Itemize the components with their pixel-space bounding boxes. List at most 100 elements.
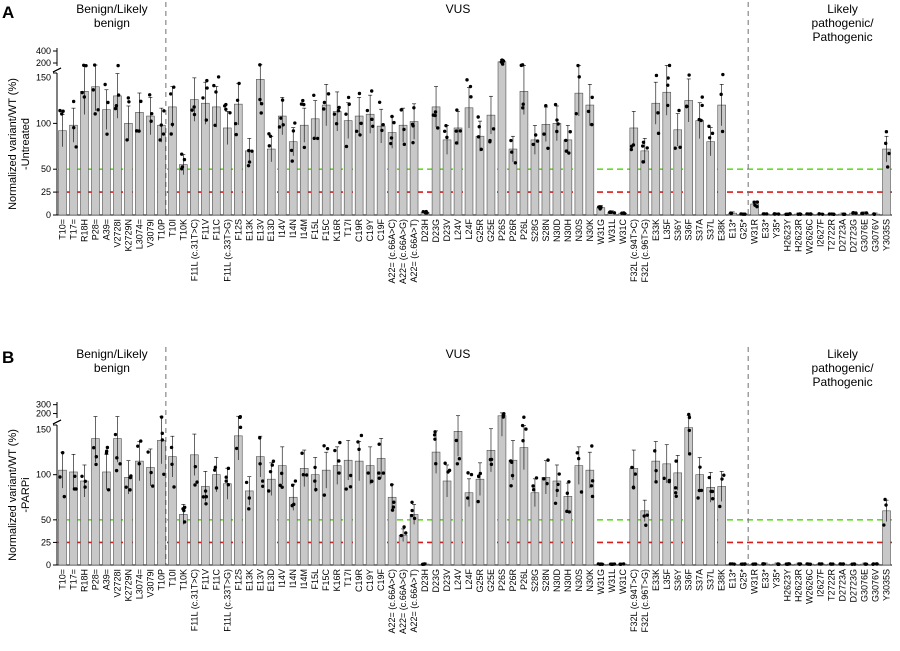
- x-tick-label: F32L (c.94T>C): [629, 569, 639, 632]
- data-point: [370, 117, 374, 122]
- data-point: [114, 468, 119, 473]
- x-tick-label: F11L (c.31T>C): [189, 569, 199, 631]
- data-point: [366, 471, 370, 475]
- x-tick-label: F12S: [233, 219, 243, 241]
- data-point: [710, 131, 715, 136]
- data-point: [476, 135, 481, 139]
- data-point: [887, 151, 891, 156]
- x-tick-label: G25R: [475, 219, 485, 243]
- x-tick-label: T10=: [57, 569, 67, 590]
- x-tick-label: N30H: [563, 569, 573, 592]
- x-tick-label: F15C: [321, 569, 331, 592]
- x-tick-label: E38K: [717, 219, 727, 241]
- data-point: [74, 487, 78, 491]
- data-point: [300, 451, 304, 455]
- data-point: [776, 562, 780, 567]
- data-point: [797, 562, 802, 566]
- data-point: [729, 211, 733, 216]
- data-point: [377, 100, 382, 105]
- data-point: [612, 211, 617, 215]
- x-tick-label: P26L: [519, 569, 529, 590]
- data-point: [180, 152, 184, 156]
- data-point: [371, 124, 375, 128]
- x-tick-label: L24V: [453, 569, 463, 590]
- data-point: [169, 445, 174, 450]
- data-point: [730, 562, 734, 566]
- data-point: [204, 118, 209, 122]
- data-point: [533, 133, 538, 137]
- x-tick-label: W2626C: [805, 568, 815, 604]
- data-point: [277, 125, 282, 129]
- data-point: [478, 471, 483, 476]
- x-tick-label: F11C: [211, 219, 221, 241]
- data-point: [192, 105, 196, 109]
- x-tick-label: F11L (c.33T>G): [222, 569, 232, 632]
- x-tick-label: C19R: [354, 569, 364, 593]
- x-tick-label: I14N: [288, 219, 298, 238]
- x-tick-label: C19R: [354, 219, 364, 243]
- y-tick-label: 50: [41, 164, 51, 174]
- data-point: [871, 562, 875, 566]
- x-tick-label: F11L (c.31T>C): [189, 219, 199, 281]
- data-point: [114, 104, 119, 108]
- data-point: [213, 468, 217, 472]
- data-point: [656, 131, 661, 136]
- classification-label: VUS: [446, 2, 471, 16]
- data-point: [433, 110, 438, 114]
- data-point: [590, 479, 595, 483]
- classification-label: Benign/Likely: [76, 2, 147, 16]
- x-tick-label: E33K: [651, 219, 661, 241]
- data-point: [477, 125, 481, 129]
- data-point: [125, 138, 129, 142]
- data-point: [94, 455, 99, 459]
- x-tick-label: S36F: [684, 569, 694, 591]
- data-point: [667, 63, 672, 68]
- x-tick-label: F11V: [200, 569, 210, 590]
- x-tick-label: A39=: [101, 569, 111, 590]
- data-point: [113, 432, 118, 437]
- data-point: [124, 485, 128, 489]
- data-point: [183, 505, 187, 510]
- data-point: [281, 123, 285, 127]
- data-point: [621, 562, 626, 566]
- classification-label: Pathogenic: [813, 30, 873, 44]
- data-point: [302, 145, 307, 150]
- x-tick-label: W31C: [618, 219, 628, 245]
- data-point: [753, 203, 757, 207]
- data-point: [466, 496, 470, 500]
- data-point: [445, 135, 449, 140]
- data-point: [233, 121, 238, 126]
- x-tick-label: V2728I: [112, 569, 122, 598]
- data-point: [436, 126, 440, 130]
- x-tick-label: T10I: [167, 219, 177, 237]
- x-tick-label: H2623Y: [783, 569, 793, 602]
- data-point: [151, 484, 155, 488]
- data-point: [212, 83, 216, 88]
- panel-letter: B: [2, 348, 14, 367]
- data-point: [687, 452, 692, 456]
- data-point: [290, 483, 295, 487]
- panel-b: B Normalized variant/WT (%)-PARPi 0 25 50 100…: [2, 347, 892, 634]
- x-tick-label: H2623Y: [783, 219, 793, 252]
- data-point: [169, 92, 173, 96]
- data-point: [270, 463, 274, 467]
- data-point: [553, 501, 558, 505]
- data-point: [326, 92, 331, 96]
- data-point: [313, 465, 317, 470]
- x-tick-label: E13*: [728, 219, 738, 239]
- x-tick-label: C19Y: [365, 569, 375, 592]
- x-tick-label: T10=: [57, 219, 67, 240]
- data-point: [590, 95, 594, 100]
- data-point: [454, 438, 459, 443]
- data-point: [380, 128, 384, 133]
- x-tick-label: T10K: [178, 219, 188, 241]
- data-point: [567, 480, 571, 484]
- data-point: [817, 212, 821, 216]
- data-point: [476, 474, 481, 479]
- x-tick-label: V3079I: [145, 569, 155, 598]
- data-point: [399, 533, 403, 538]
- data-point: [80, 90, 84, 95]
- y-tick-label: 0: [46, 560, 51, 570]
- data-point: [226, 483, 231, 487]
- data-point: [579, 490, 584, 494]
